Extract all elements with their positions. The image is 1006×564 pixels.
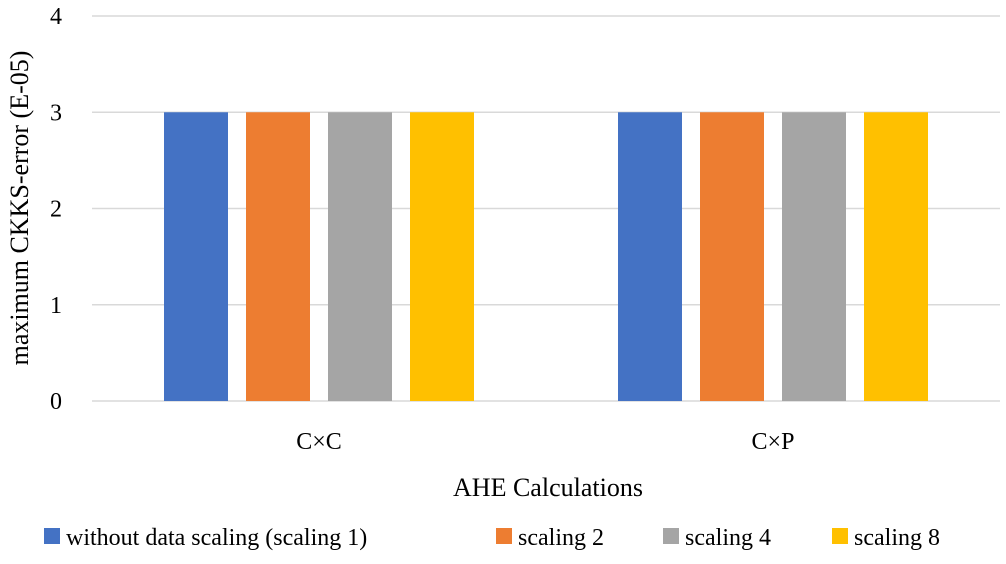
x-axis-title: AHE Calculations [453, 473, 643, 502]
x-category-label: C×C [296, 429, 342, 455]
bar-cxc-series-2 [246, 112, 310, 401]
gridlines [92, 15, 1000, 402]
legend-label-series-4: scaling 8 [854, 525, 940, 551]
bar-cxp-series-4 [864, 112, 928, 401]
y-tick-label: 1 [50, 293, 62, 319]
bar-cxp-series-2 [700, 112, 764, 401]
bar-cxc-series-4 [410, 112, 474, 401]
legend-swatch-series-2 [496, 528, 512, 544]
legend-label-series-3: scaling 4 [685, 525, 771, 551]
legend-label-series-2: scaling 2 [518, 525, 604, 551]
bar-cxc-series-3 [328, 112, 392, 401]
y-tick-labels: 0 1 2 3 4 [50, 4, 62, 415]
x-category-labels: C×C C×P [296, 429, 794, 455]
x-category-label: C×P [752, 429, 795, 455]
legend-swatch-series-1 [44, 528, 60, 544]
y-tick-label: 4 [50, 4, 62, 30]
y-axis-title: maximum CKKS-error (E-05) [5, 51, 34, 366]
legend: without data scaling (scaling 1) scaling … [44, 525, 940, 551]
legend-label-series-1: without data scaling (scaling 1) [66, 525, 367, 551]
y-tick-label: 3 [50, 100, 62, 126]
bar-cxc-series-1 [164, 112, 228, 401]
legend-swatch-series-3 [663, 528, 679, 544]
y-tick-label: 2 [50, 197, 62, 223]
bar-cxp-series-1 [618, 112, 682, 401]
bar-cxp-series-3 [782, 112, 846, 401]
y-tick-label: 0 [50, 389, 62, 415]
bars [164, 112, 928, 401]
legend-swatch-series-4 [832, 528, 848, 544]
